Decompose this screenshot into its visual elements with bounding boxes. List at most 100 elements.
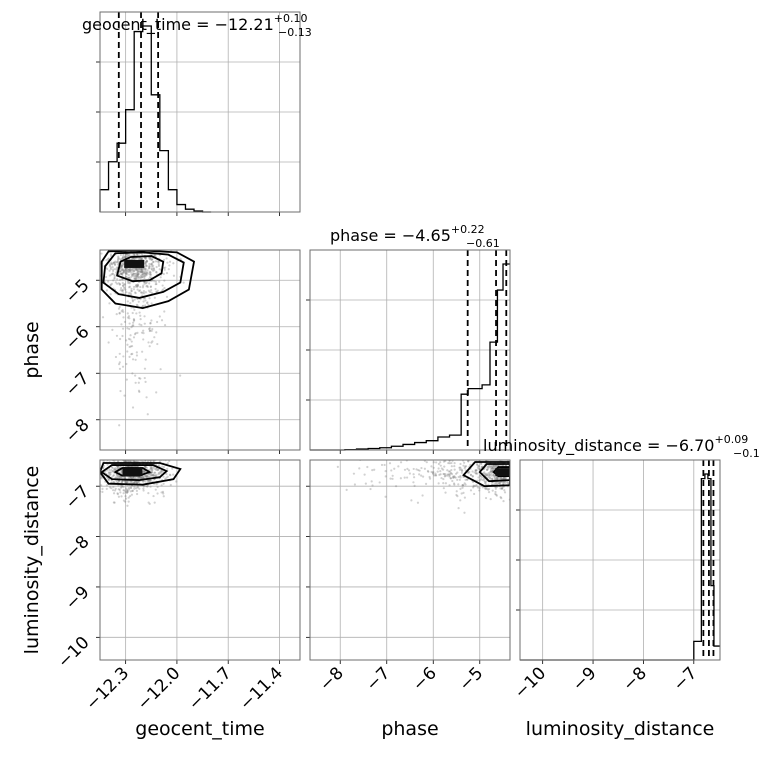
sample-point (165, 295, 169, 298)
sample-point (121, 265, 124, 268)
panel-frame-1-0 (99, 249, 301, 451)
sample-point (144, 267, 147, 270)
sample-point (480, 476, 483, 479)
sample-point (528, 460, 530, 462)
sample-point (489, 498, 492, 501)
sample-point (168, 460, 171, 463)
sample-point (126, 245, 128, 247)
sample-point (435, 461, 438, 464)
sample-point (119, 491, 122, 494)
sample-point (450, 472, 454, 476)
tick-label-y: −7 (62, 482, 94, 514)
sample-point (146, 285, 149, 289)
sample-point (156, 260, 159, 263)
sample-point (121, 257, 124, 260)
sample-point (145, 281, 148, 284)
sample-point (531, 483, 533, 485)
sample-point (97, 337, 99, 339)
sample-point (472, 486, 475, 489)
sample-point (118, 270, 121, 273)
sample-point (140, 269, 143, 272)
sample-point (127, 488, 131, 491)
sample-point (100, 477, 103, 480)
histogram-geocent_time (99, 25, 212, 213)
sample-point (159, 472, 163, 475)
sample-point (125, 481, 128, 484)
sample-point (119, 486, 123, 489)
sample-point (473, 471, 476, 474)
sample-point (125, 255, 128, 258)
sample-point (487, 464, 491, 467)
sample-point (125, 272, 128, 275)
sample-point (131, 273, 134, 276)
sample-point (142, 470, 145, 473)
sample-point (483, 482, 487, 485)
sample-point (369, 452, 371, 454)
sample-point (120, 310, 123, 313)
sample-point (129, 486, 132, 489)
sample-point (157, 472, 160, 475)
sample-point (136, 270, 139, 273)
sample-point (150, 458, 152, 460)
sample-point (510, 475, 512, 477)
sample-point (491, 467, 494, 470)
sample-point (516, 470, 518, 472)
sample-point (486, 487, 489, 491)
sample-point (117, 460, 120, 463)
sample-point (122, 310, 125, 313)
sample-point (146, 460, 149, 463)
sample-point (127, 270, 130, 274)
sample-point (121, 239, 123, 241)
sample-point (511, 471, 513, 473)
sample-point (150, 474, 153, 477)
sample-point (141, 272, 145, 275)
sample-point (484, 487, 487, 490)
sample-point (148, 266, 151, 269)
sample-point (134, 274, 137, 277)
sample-point (448, 462, 451, 465)
sample-point (136, 486, 139, 489)
sample-point (125, 271, 128, 274)
sample-point (114, 487, 117, 490)
sample-point (475, 471, 478, 475)
sample-point (129, 267, 132, 271)
sample-point (443, 472, 446, 476)
sample-point (127, 500, 130, 503)
sample-point (517, 465, 519, 467)
sample-point (132, 275, 135, 278)
tick-label-x: −9 (569, 663, 601, 695)
sample-point (522, 481, 524, 483)
sample-point (512, 465, 514, 467)
sample-point (112, 268, 115, 271)
sample-point (491, 455, 493, 457)
sample-point (90, 281, 92, 283)
sample-point (127, 268, 130, 271)
sample-point (146, 301, 149, 304)
sample-point (119, 269, 123, 273)
tick-label-y: −10 (54, 633, 94, 673)
sample-point (456, 495, 459, 498)
density-peak (122, 468, 143, 477)
sample-point (462, 464, 465, 467)
sample-point (524, 476, 526, 478)
sample-point (101, 455, 103, 457)
sample-point (144, 465, 147, 468)
sample-point (129, 334, 132, 337)
sample-point (536, 460, 538, 462)
sample-point (147, 289, 151, 292)
sample-point (513, 476, 515, 478)
sample-point (513, 468, 515, 470)
sample-point (128, 317, 131, 320)
sample-point (118, 480, 121, 483)
sample-point (444, 491, 447, 494)
sample-point (159, 368, 162, 371)
sample-point (134, 358, 137, 361)
sample-point (524, 471, 526, 473)
sample-point (485, 486, 488, 489)
sample-point (484, 473, 487, 476)
sample-point (112, 261, 115, 264)
sample-point (447, 470, 451, 473)
sample-point (119, 288, 122, 292)
title-luminosity-distance: luminosity_distance = −6.70+0.09 (483, 433, 748, 456)
sample-point (500, 487, 503, 490)
